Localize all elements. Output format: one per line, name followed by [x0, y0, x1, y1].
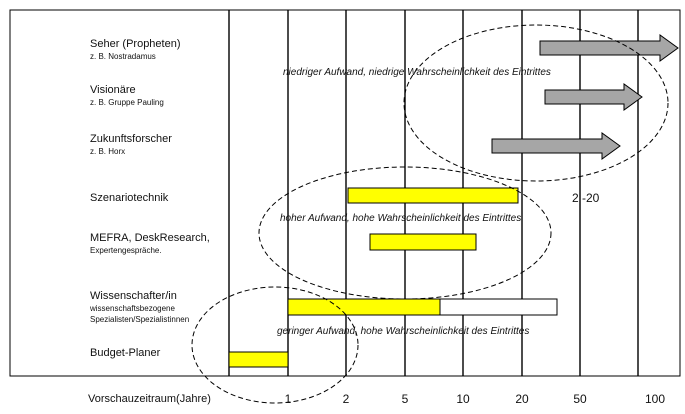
- ellipse-high-low: [403, 24, 669, 182]
- row-label-visionaere: Visionäre z. B. Gruppe Pauling: [90, 84, 164, 108]
- tick-label: 2: [342, 392, 350, 406]
- range-label: 2 -20: [572, 191, 600, 205]
- annotation-bottom: geringer Aufwand, hohe Wahrscheinlichkei…: [277, 326, 530, 337]
- row-name: Wissenschafter/in: [90, 290, 177, 302]
- row-example: z. B. Horx: [90, 147, 126, 156]
- row-name: Budget-Planer: [90, 347, 161, 359]
- tick-label: 5: [401, 392, 409, 406]
- arrow-visionaere: [544, 83, 643, 111]
- row-label-szenariotechnik: Szenariotechnik: [90, 192, 168, 205]
- row-label-wissenschafter: Wissenschafter/in wissenschaftsbezogene …: [90, 290, 190, 325]
- row-name: Seher (Propheten): [90, 38, 181, 50]
- row-name: Visionäre: [90, 84, 136, 96]
- tick-label: 100: [644, 392, 666, 406]
- bar-szenariotechnik: [347, 187, 519, 204]
- row-example: z. B. Nostradamus: [90, 52, 156, 61]
- row-label-zukunftsforscher: Zukunftsforscher z. B. Horx: [90, 133, 172, 157]
- row-label-mefra: MEFRA, DeskResearch, Expertengespräche.: [90, 232, 210, 256]
- row-example: z. B. Gruppe Pauling: [90, 98, 164, 107]
- bar-wissenschafter-highlight: [287, 298, 441, 316]
- bar-budget-planer: [228, 351, 289, 368]
- row-example: wissenschaftsbezogene Spezialisten/Spezi…: [90, 304, 190, 324]
- annotation-top: niedriger Aufwand, niedrige Wahrscheinli…: [283, 67, 551, 78]
- tick-label: 10: [456, 392, 470, 406]
- tick-label: 1: [284, 392, 292, 406]
- tick-label: 50: [573, 392, 587, 406]
- row-name: Zukunftsforscher: [90, 133, 172, 145]
- arrow-zukunftsforscher: [491, 132, 621, 160]
- row-label-budget-planer: Budget-Planer: [90, 347, 160, 360]
- ellipse-high-high: [258, 166, 552, 300]
- row-name: Szenariotechnik: [90, 192, 169, 204]
- row-name: MEFRA, DeskResearch,: [90, 232, 210, 244]
- row-label-seher: Seher (Propheten) z. B. Nostradamus: [90, 38, 181, 62]
- tick-label: 20: [515, 392, 529, 406]
- annotation-middle: hoher Aufwand, hohe Wahrscheinlichkeit d…: [280, 213, 522, 224]
- axis-title: Vorschauzeitraum(Jahre): [88, 393, 211, 405]
- arrow-seher: [539, 34, 679, 62]
- bar-mefra: [369, 233, 477, 251]
- row-example: Expertengespräche.: [90, 246, 162, 255]
- ellipse-low-high: [191, 286, 359, 404]
